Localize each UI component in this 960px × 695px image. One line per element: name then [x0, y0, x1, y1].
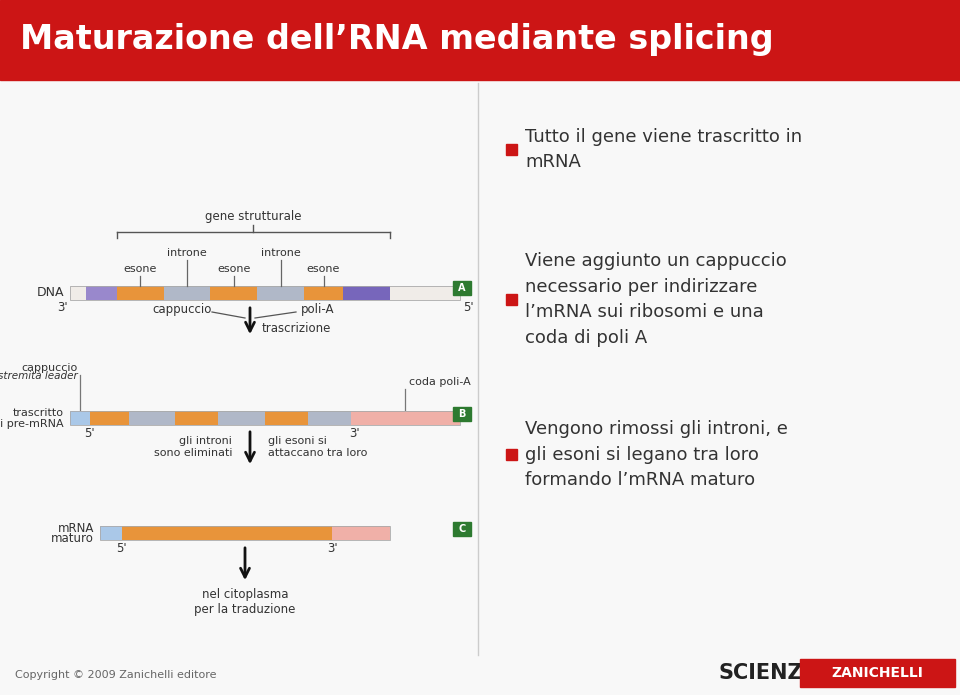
Bar	[800, 659, 955, 687]
Bar	[89, 411, 129, 425]
Bar	[70, 286, 460, 300]
Bar	[506, 449, 517, 460]
Text: ZANICHELLI: ZANICHELLI	[831, 666, 923, 680]
Text: esone: esone	[217, 264, 251, 274]
Text: B: B	[458, 409, 466, 419]
Bar	[0, 0, 960, 80]
Bar	[453, 522, 471, 536]
Bar	[100, 526, 122, 540]
Text: Viene aggiunto un cappuccio
necessario per indirizzare
l’mRNA sui ribosomi e una: Viene aggiunto un cappuccio necessario p…	[525, 252, 787, 347]
Text: SCIENZE: SCIENZE	[718, 663, 817, 683]
Bar	[343, 286, 390, 300]
Bar	[85, 286, 117, 300]
Bar	[70, 411, 89, 425]
Bar	[218, 411, 265, 425]
Bar	[70, 411, 460, 425]
Text: gli esoni si
attaccano tra loro: gli esoni si attaccano tra loro	[268, 436, 368, 458]
Text: esone: esone	[124, 264, 156, 274]
Bar	[506, 144, 517, 155]
Text: A: A	[458, 283, 466, 293]
Text: Vengono rimossi gli introni, e
gli esoni si legano tra loro
formando l’mRNA matu: Vengono rimossi gli introni, e gli esoni…	[525, 420, 788, 489]
Bar	[308, 411, 350, 425]
Text: DNA: DNA	[36, 286, 64, 300]
Bar	[100, 526, 390, 540]
Bar	[163, 286, 210, 300]
Text: mRNA: mRNA	[58, 521, 94, 534]
Bar	[350, 411, 460, 425]
Text: gene strutturale: gene strutturale	[205, 210, 301, 223]
Text: 3': 3'	[58, 301, 68, 314]
Text: 5': 5'	[116, 542, 127, 555]
Text: 5': 5'	[463, 301, 473, 314]
Bar	[265, 411, 308, 425]
Text: 5': 5'	[84, 427, 95, 440]
Text: 3': 3'	[326, 542, 337, 555]
Bar	[304, 286, 343, 300]
Bar	[390, 286, 460, 300]
Text: sull'estremità leader: sull'estremità leader	[0, 371, 78, 381]
Text: C: C	[458, 524, 466, 534]
Text: maturo: maturo	[51, 532, 94, 546]
Text: Maturazione dell’RNA mediante splicing: Maturazione dell’RNA mediante splicing	[20, 24, 774, 56]
Bar	[257, 286, 304, 300]
Text: di pre-mRNA: di pre-mRNA	[0, 419, 64, 429]
Text: Tutto il gene viene trascritto in
mRNA: Tutto il gene viene trascritto in mRNA	[525, 128, 803, 172]
Text: Copyright © 2009 Zanichelli editore: Copyright © 2009 Zanichelli editore	[15, 670, 217, 680]
Text: 3': 3'	[349, 427, 360, 440]
Text: trascritto: trascritto	[13, 408, 64, 418]
Text: poli-A: poli-A	[301, 304, 335, 316]
Bar	[117, 286, 163, 300]
Text: coda poli-A: coda poli-A	[409, 377, 471, 387]
Text: nel citoplasma
per la traduzione: nel citoplasma per la traduzione	[194, 588, 296, 616]
Text: gli introni
sono eliminati: gli introni sono eliminati	[154, 436, 232, 458]
Text: cappuccio: cappuccio	[21, 363, 78, 373]
Text: introne: introne	[261, 248, 300, 258]
Text: esone: esone	[307, 264, 340, 274]
Bar	[122, 526, 332, 540]
Bar	[332, 526, 390, 540]
Text: cappuccio: cappuccio	[153, 304, 212, 316]
Text: introne: introne	[167, 248, 206, 258]
Bar	[210, 286, 257, 300]
Bar	[453, 407, 471, 421]
Bar	[129, 411, 176, 425]
Text: trascrizione: trascrizione	[262, 322, 331, 335]
Bar	[506, 294, 517, 305]
Bar	[453, 281, 471, 295]
Bar	[70, 286, 85, 300]
Bar	[176, 411, 218, 425]
